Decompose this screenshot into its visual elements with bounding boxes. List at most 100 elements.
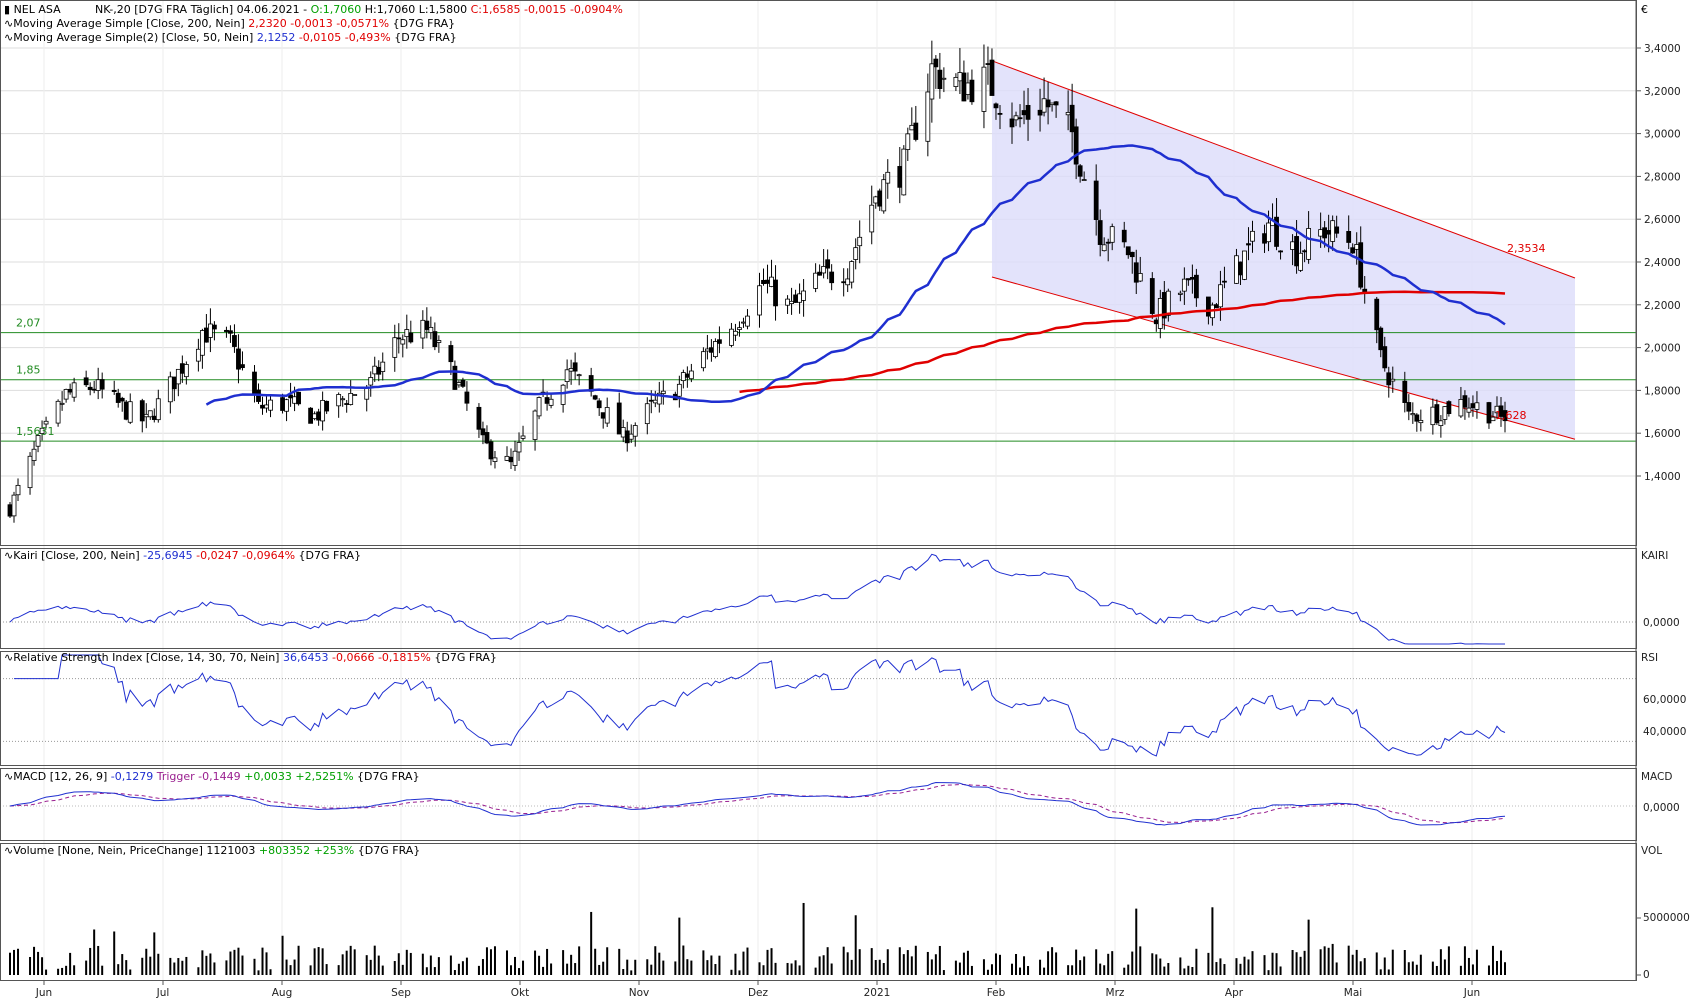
candle-body <box>773 279 778 307</box>
candle-body <box>801 290 806 301</box>
candle-body <box>813 272 819 289</box>
candle-body <box>199 330 205 356</box>
volume-bar <box>1435 965 1438 975</box>
quote-low: L:1,5800 <box>419 3 467 16</box>
volume-bar <box>269 969 272 975</box>
quote-date: 04.06.2021 <box>237 3 300 16</box>
support-label: 2,07 <box>16 317 41 330</box>
volume-bar <box>345 950 348 975</box>
channel-upper-label: 2,3534 <box>1507 242 1546 255</box>
candle-body <box>364 387 370 400</box>
volume-bar <box>758 962 761 975</box>
volume-bar <box>898 947 901 975</box>
volume-bar <box>1291 949 1294 975</box>
volume-bar <box>1355 949 1358 975</box>
volume-bar <box>598 964 601 975</box>
volume-bar <box>325 964 328 975</box>
candle-body <box>632 425 638 437</box>
candle-body <box>396 337 402 340</box>
volume-bar <box>1459 965 1462 975</box>
candle-body <box>167 376 173 403</box>
volume-bar <box>169 957 172 975</box>
volume-bar <box>93 929 96 975</box>
volume-bar <box>942 970 945 975</box>
candle-body <box>544 397 550 404</box>
volume-bar <box>1415 964 1418 975</box>
symbol-name: NEL ASA <box>14 3 62 16</box>
volume-bar <box>237 947 240 975</box>
volume-axis-title: VOL <box>1641 845 1662 857</box>
candle-body <box>508 456 514 463</box>
candle-body <box>1045 99 1051 108</box>
volume-bar <box>1271 952 1274 975</box>
candle-body <box>203 327 209 343</box>
candle-icon: ▮ <box>4 3 10 16</box>
candle-body <box>700 351 706 369</box>
volume-bar <box>878 959 881 975</box>
volume-bar <box>702 950 705 975</box>
candle-body <box>885 171 891 184</box>
volume-bar <box>1187 965 1190 975</box>
volume-bar <box>574 963 577 975</box>
volume-bar <box>1383 957 1386 975</box>
candle-body <box>195 348 201 362</box>
candle-body <box>1049 102 1055 106</box>
volume-bar <box>157 953 160 975</box>
candle-body <box>989 59 995 96</box>
candle-body <box>1238 261 1243 276</box>
candle-body <box>252 371 257 396</box>
candle-body <box>1218 284 1223 308</box>
volume-bar <box>774 962 777 975</box>
candle-body <box>448 345 454 363</box>
x-axis: Jun Jul Aug Sep Okt Nov Dez 2021 Feb Mrz Apr Mai Jun <box>35 980 1480 999</box>
x-tick-label: Okt <box>511 987 529 999</box>
candle-body <box>292 396 297 404</box>
volume-bar <box>113 931 116 975</box>
ma50-value: 2,1252 <box>257 31 296 44</box>
volume-bar <box>89 947 92 975</box>
volume-bar <box>1411 961 1414 975</box>
ma200-value: 2,2320 <box>248 17 287 30</box>
price-tick-label: 3,0000 <box>1644 129 1681 141</box>
volume-bar <box>718 955 721 975</box>
candle-body <box>1081 179 1087 181</box>
currency-symbol: € <box>1641 3 1648 16</box>
volume-bar <box>1039 959 1042 975</box>
volume-bar <box>1407 962 1410 975</box>
candle-body <box>424 320 430 330</box>
volume-bar <box>121 954 124 975</box>
candle-body <box>1157 298 1163 329</box>
candle-body <box>1017 117 1023 120</box>
candle-body <box>1474 402 1480 410</box>
candle-body <box>476 406 482 430</box>
candle-body <box>1402 380 1408 403</box>
candle-body <box>87 386 93 390</box>
volume-bar <box>570 954 573 975</box>
volume-bar <box>874 960 877 975</box>
candle-body <box>688 370 694 380</box>
volume-bar <box>690 960 693 975</box>
volume-bar <box>1463 946 1466 975</box>
volume-bar <box>461 961 464 975</box>
volume-bar <box>309 965 312 975</box>
volume-bar <box>1391 949 1394 975</box>
candle-body <box>516 442 522 453</box>
candle-body <box>1470 403 1476 409</box>
candle-body <box>408 332 414 343</box>
candle-body <box>789 300 794 305</box>
candle-body <box>1358 242 1364 288</box>
volume-bar <box>37 951 40 975</box>
candle-body <box>1037 109 1043 116</box>
candle-body <box>368 377 374 386</box>
candle-body <box>536 397 542 417</box>
volume-bar <box>1499 950 1502 975</box>
candle-body <box>492 457 498 462</box>
volume-bar <box>798 965 801 975</box>
volume-bar <box>1275 953 1278 975</box>
volume-bar <box>1331 943 1334 975</box>
candle-body <box>208 323 213 338</box>
candle-body <box>841 281 847 284</box>
volume-bar <box>970 965 973 975</box>
candle-body <box>1149 278 1155 314</box>
candle-body <box>1262 233 1267 244</box>
